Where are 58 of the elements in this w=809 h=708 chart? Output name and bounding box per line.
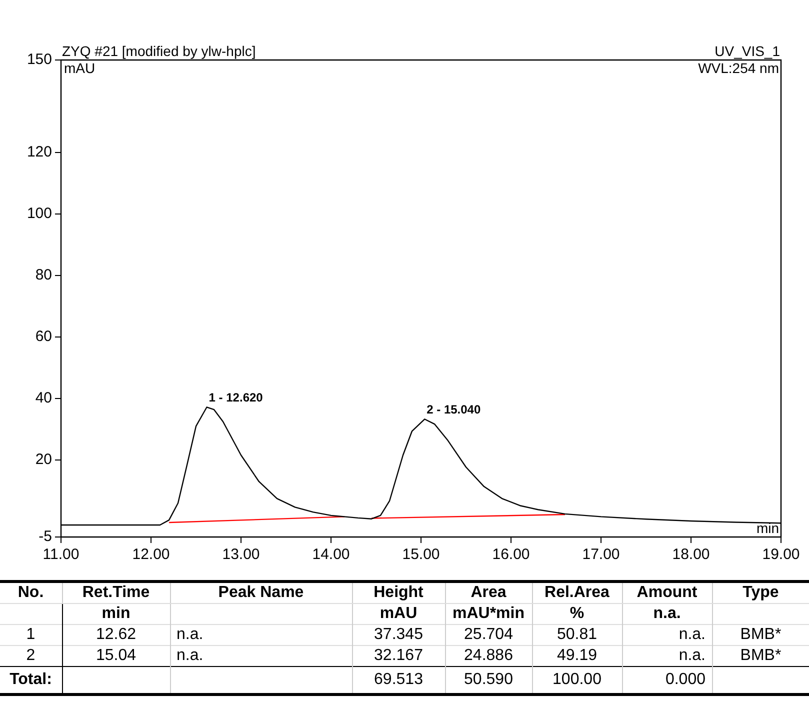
text: mAU*min xyxy=(452,605,524,622)
category-label: Type xyxy=(712,582,809,604)
category-label: Amount xyxy=(622,582,712,604)
text: 37.345 xyxy=(374,626,423,643)
text: n.a. xyxy=(678,626,706,643)
text: BMB* xyxy=(740,647,782,664)
text: 0.000 xyxy=(665,671,706,688)
y-tick-label: 150 xyxy=(26,51,52,68)
y-tick-label: 80 xyxy=(35,266,52,284)
text: 100.00 xyxy=(552,671,602,688)
text: 12.62 xyxy=(96,626,136,643)
text: 1 xyxy=(26,626,36,643)
x-tick-label: 18.00 xyxy=(672,546,710,564)
x-tick-label: 12.00 xyxy=(132,546,170,564)
text: mAU xyxy=(380,605,418,622)
text: n.a. xyxy=(653,605,681,622)
chart-subtitle: UV_VIS_1 xyxy=(714,42,780,59)
category-label: No. xyxy=(0,582,62,604)
text: 24.886 xyxy=(464,647,513,664)
x-tick-label: 15.00 xyxy=(402,546,440,564)
text: Total: xyxy=(10,671,52,688)
text: % xyxy=(570,605,584,622)
text: n.a. xyxy=(678,647,706,664)
text: min xyxy=(102,605,130,622)
text: n.a. xyxy=(176,626,204,643)
text: 32.167 xyxy=(374,647,423,664)
category-label: Ret.Time xyxy=(62,582,170,604)
x-tick-label: 11.00 xyxy=(42,546,80,564)
text: BMB* xyxy=(740,626,782,643)
text: 49.19 xyxy=(556,647,598,664)
y-tick-label: 120 xyxy=(26,143,52,160)
text: 50.81 xyxy=(556,626,598,643)
y-axis-title: mAU xyxy=(64,60,96,76)
text: 69.513 xyxy=(374,671,423,688)
category-label: Peak Name xyxy=(170,582,352,604)
annotation: 2 - 15.040 xyxy=(426,402,481,416)
x-tick-label: 14.00 xyxy=(312,546,350,564)
text: 25.704 xyxy=(464,626,513,643)
text: 15.04 xyxy=(96,647,136,664)
x-tick-label: 13.00 xyxy=(222,546,260,564)
y-tick-label: 40 xyxy=(35,390,52,407)
y-tick-label: 100 xyxy=(26,205,52,222)
x-axis-title: min xyxy=(756,520,779,536)
category-label: Area xyxy=(445,582,532,604)
y-tick-label: 60 xyxy=(35,328,52,346)
chart-title: ZYQ #21 [modified by ylw-hplc] xyxy=(62,42,256,59)
annotation: WVL:254 nm xyxy=(698,60,779,76)
category-label: Height xyxy=(352,582,445,604)
text: 50.590 xyxy=(464,671,513,688)
x-tick-label: 17.00 xyxy=(582,546,620,564)
category-label: Rel.Area xyxy=(532,582,622,604)
text: 2 xyxy=(26,647,36,664)
annotation: 1 - 12.620 xyxy=(208,390,264,404)
y-tick-label: -5 xyxy=(38,528,52,546)
x-tick-label: 16.00 xyxy=(492,546,530,564)
x-tick-label: 19.00 xyxy=(762,546,800,564)
y-tick-label: 20 xyxy=(35,451,52,468)
text: n.a. xyxy=(176,647,204,664)
